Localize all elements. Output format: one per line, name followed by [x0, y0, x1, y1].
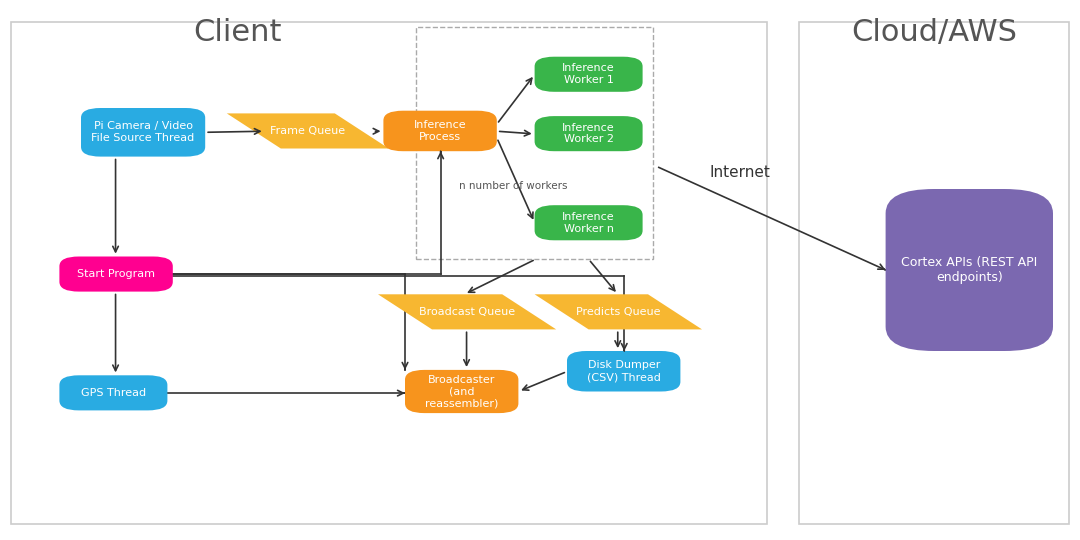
- Text: GPS Thread: GPS Thread: [81, 388, 146, 398]
- Text: Inference
Process: Inference Process: [414, 120, 467, 142]
- Polygon shape: [535, 294, 702, 329]
- Text: Inference
Worker 1: Inference Worker 1: [563, 64, 615, 85]
- Text: Disk Dumper
(CSV) Thread: Disk Dumper (CSV) Thread: [586, 361, 661, 382]
- Text: Cloud/AWS: Cloud/AWS: [851, 18, 1017, 47]
- FancyBboxPatch shape: [405, 370, 518, 413]
- FancyBboxPatch shape: [383, 111, 497, 151]
- Text: Broadcaster
(and
reassembler): Broadcaster (and reassembler): [426, 375, 498, 408]
- FancyBboxPatch shape: [567, 351, 680, 392]
- FancyBboxPatch shape: [535, 205, 643, 240]
- Text: Internet: Internet: [710, 165, 770, 180]
- Text: Broadcast Queue: Broadcast Queue: [419, 307, 515, 317]
- Text: Client: Client: [193, 18, 282, 47]
- Text: Pi Camera / Video
File Source Thread: Pi Camera / Video File Source Thread: [92, 122, 194, 143]
- Text: n number of workers: n number of workers: [459, 181, 567, 191]
- FancyBboxPatch shape: [535, 57, 643, 92]
- Polygon shape: [378, 294, 556, 329]
- Text: Cortex APIs (REST API
endpoints): Cortex APIs (REST API endpoints): [901, 256, 1038, 284]
- Text: Inference
Worker n: Inference Worker n: [563, 212, 615, 233]
- Text: Start Program: Start Program: [77, 269, 156, 279]
- FancyBboxPatch shape: [59, 256, 173, 292]
- Polygon shape: [227, 113, 389, 148]
- FancyBboxPatch shape: [535, 116, 643, 151]
- FancyBboxPatch shape: [59, 375, 167, 410]
- FancyBboxPatch shape: [81, 108, 205, 157]
- Text: Inference
Worker 2: Inference Worker 2: [563, 123, 615, 145]
- Text: Predicts Queue: Predicts Queue: [576, 307, 661, 317]
- FancyBboxPatch shape: [886, 189, 1053, 351]
- Text: Frame Queue: Frame Queue: [270, 126, 346, 136]
